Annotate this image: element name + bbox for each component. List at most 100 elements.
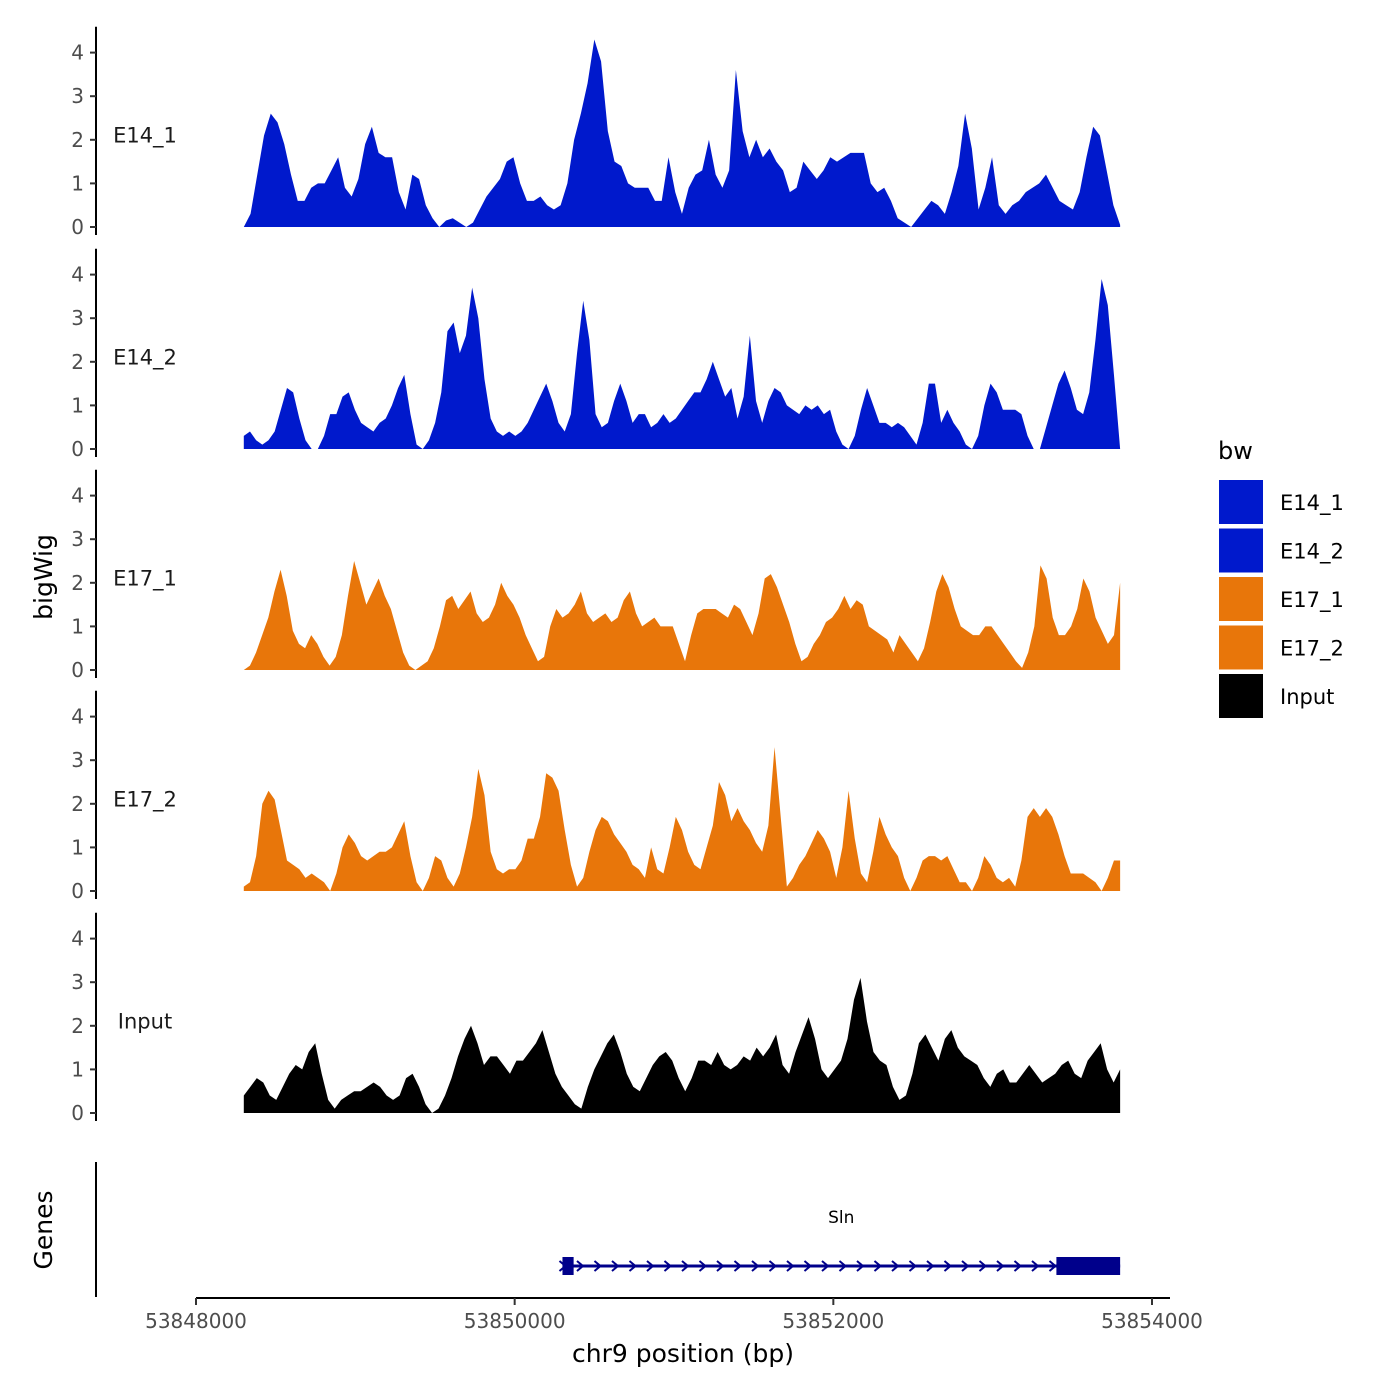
- y-tick-label: 3: [71, 970, 84, 994]
- legend-title: bw: [1218, 437, 1253, 465]
- x-ticks: 53848000 53850000 53852000 53854000: [145, 1298, 1203, 1333]
- strand-arrow: [873, 1260, 883, 1272]
- strand-arrow: [663, 1260, 673, 1272]
- strand-arrow: [646, 1260, 655, 1272]
- y-tick-label: 2: [71, 1014, 84, 1038]
- signal-area-E14_2: [243, 278, 1121, 449]
- x-axis: 53848000 53850000 53852000 53854000 chr9 po…: [145, 1297, 1203, 1368]
- track-label: E17_2: [113, 787, 177, 812]
- signal-tracks: 0 1 2 3 4 E14_1 0 1 2 3 4 E14_2 0 1 2 3 4 E17_1 0 1 2 3 4 E17_2…: [71, 26, 1121, 1125]
- y-tick-label: 3: [71, 84, 84, 108]
- strand-arrow: [838, 1260, 848, 1272]
- genes-panel: Genes Sln: [29, 1162, 1121, 1297]
- track-E14_1: 0 1 2 3 4 E14_1: [71, 26, 1121, 239]
- track-E14_2: 0 1 2 3 4 E14_2: [71, 248, 1121, 461]
- genes-axis-title: Genes: [29, 1190, 58, 1269]
- strand-arrow: [611, 1260, 620, 1272]
- y-tick-label: 2: [71, 792, 84, 816]
- y-tick-label: 4: [71, 41, 84, 65]
- x-tick-label: 53848000: [145, 1309, 247, 1333]
- legend-swatch: [1219, 528, 1263, 573]
- y-tick-label: 1: [71, 171, 84, 195]
- strand-arrow: [803, 1260, 813, 1272]
- legend-entry-E17_2: E17_2: [1219, 625, 1344, 670]
- y-tick-label: 0: [71, 437, 84, 461]
- y-tick-label: 4: [71, 705, 84, 729]
- strand-arrow: [751, 1260, 760, 1272]
- strand-arrow: [1031, 1260, 1040, 1272]
- strand-arrow: [926, 1260, 935, 1272]
- gene-exon: [562, 1257, 574, 1275]
- y-tick-label: 2: [71, 350, 84, 374]
- legend-swatch: [1219, 674, 1263, 718]
- strand-arrow: [681, 1260, 690, 1272]
- y-tick-label: 4: [71, 484, 84, 508]
- strand-arrow: [943, 1260, 953, 1272]
- y-tick-label: 4: [71, 263, 84, 287]
- gene-models: Sln: [558, 1208, 1121, 1275]
- strand-arrow: [733, 1260, 743, 1272]
- y-tick-label: 1: [71, 835, 84, 859]
- gene-exon: [1056, 1257, 1121, 1275]
- strand-arrow: [1048, 1260, 1058, 1272]
- legend-entry-E17_1: E17_1: [1219, 577, 1344, 621]
- y-tick-label: 3: [71, 306, 84, 330]
- y-tick-label: 2: [71, 571, 84, 595]
- x-tick-label: 53854000: [1101, 1309, 1203, 1333]
- strand-arrow: [891, 1260, 900, 1272]
- legend-swatch: [1219, 577, 1263, 621]
- legend-entry-Input: Input: [1219, 674, 1334, 718]
- track-Input: 0 1 2 3 4 Input: [71, 912, 1121, 1125]
- track-label: E14_1: [113, 123, 177, 148]
- strand-arrow: [716, 1260, 725, 1272]
- y-tick-label: 1: [71, 393, 84, 417]
- legend-label: E17_1: [1280, 588, 1344, 613]
- strand-arrow: [961, 1260, 970, 1272]
- legend-entry-E14_2: E14_2: [1219, 528, 1344, 573]
- y-tick-label: 0: [71, 658, 84, 682]
- legend-label: E14_2: [1280, 540, 1344, 565]
- strand-arrow: [786, 1260, 795, 1272]
- y-tick-label: 0: [71, 879, 84, 903]
- strand-arrow: [856, 1260, 865, 1272]
- strand-arrow: [996, 1260, 1005, 1272]
- track-label: Input: [118, 1009, 172, 1033]
- y-tick-label: 3: [71, 527, 84, 551]
- legend-swatch: [1219, 480, 1263, 524]
- y-tick-label: 0: [71, 215, 84, 239]
- strand-arrow: [768, 1260, 778, 1272]
- y-tick-label: 1: [71, 614, 84, 638]
- strand-arrow: [908, 1260, 918, 1272]
- x-axis-title: chr9 position (bp): [572, 1339, 794, 1368]
- y-tick-label: 3: [71, 748, 84, 772]
- y-tick-label: 0: [71, 1101, 84, 1125]
- legend: bw E14_1 E14_2 E17_1 E17_2 Input: [1218, 437, 1344, 718]
- legend-entries: E14_1 E14_2 E17_1 E17_2 Input: [1219, 480, 1344, 718]
- legend-label: E14_1: [1280, 491, 1344, 516]
- track-label: E14_2: [113, 345, 177, 370]
- strand-arrow: [821, 1260, 830, 1272]
- legend-swatch: [1219, 625, 1263, 670]
- legend-label: Input: [1280, 685, 1334, 709]
- track-label: E17_1: [113, 566, 177, 591]
- strand-arrow: [576, 1260, 585, 1272]
- signal-area-E14_1: [243, 39, 1121, 227]
- strand-arrow: [1013, 1260, 1023, 1272]
- legend-label: E17_2: [1280, 637, 1344, 662]
- gene-name-label: Sln: [828, 1208, 854, 1228]
- strand-arrow: [593, 1260, 603, 1272]
- strand-arrow: [978, 1260, 988, 1272]
- signal-area-Input: [243, 977, 1121, 1113]
- track-E17_2: 0 1 2 3 4 E17_2: [71, 690, 1121, 903]
- signal-area-E17_2: [243, 747, 1121, 891]
- legend-entry-E14_1: E14_1: [1219, 480, 1344, 524]
- y-axis-title: bigWig: [29, 534, 58, 620]
- x-tick-label: 53852000: [782, 1309, 884, 1333]
- strand-arrow: [698, 1260, 708, 1272]
- gene-Sln: Sln: [558, 1208, 1121, 1275]
- track-E17_1: 0 1 2 3 4 E17_1: [71, 469, 1121, 682]
- signal-area-E17_1: [243, 561, 1121, 670]
- strand-arrow: [628, 1260, 638, 1272]
- y-tick-label: 2: [71, 128, 84, 152]
